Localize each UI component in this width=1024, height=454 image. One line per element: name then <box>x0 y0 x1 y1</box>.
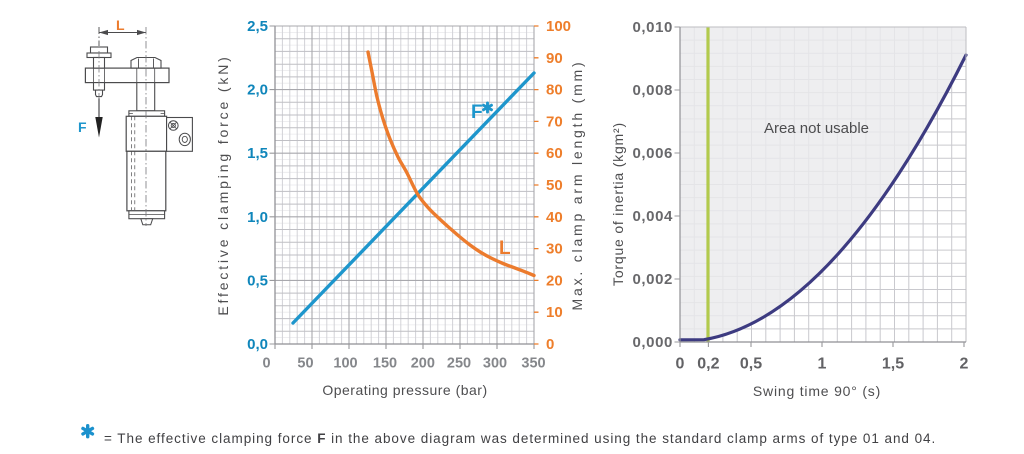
svg-text:F: F <box>471 102 483 123</box>
svg-text:Torque of inertia (kgm²): Torque of inertia (kgm²) <box>610 122 626 286</box>
svg-text:1: 1 <box>818 356 827 373</box>
svg-text:2,5: 2,5 <box>247 18 268 35</box>
svg-text:Area not usable: Area not usable <box>764 120 869 137</box>
svg-text:1,5: 1,5 <box>882 356 904 373</box>
svg-text:50: 50 <box>297 356 313 372</box>
svg-text:30: 30 <box>546 241 563 258</box>
svg-text:L: L <box>116 17 125 33</box>
svg-text:L: L <box>499 238 511 259</box>
svg-text:2: 2 <box>960 356 969 373</box>
svg-text:1,0: 1,0 <box>247 209 268 226</box>
svg-text:Swing time 90° (s): Swing time 90° (s) <box>753 383 881 399</box>
svg-text:F: F <box>78 119 87 135</box>
svg-text:0,002: 0,002 <box>632 271 673 288</box>
svg-text:Max. clamp arm length (mm): Max. clamp arm length (mm) <box>569 60 585 311</box>
svg-text:0: 0 <box>546 336 554 353</box>
svg-text:0,0: 0,0 <box>247 336 268 353</box>
svg-text:100: 100 <box>546 18 571 35</box>
svg-text:0: 0 <box>676 356 685 373</box>
svg-text:350: 350 <box>521 356 545 372</box>
svg-text:100: 100 <box>333 356 357 372</box>
svg-text:0,008: 0,008 <box>632 82 673 99</box>
svg-text:90: 90 <box>546 50 563 67</box>
svg-text:70: 70 <box>546 113 563 130</box>
svg-text:2,0: 2,0 <box>247 82 268 99</box>
svg-text:0: 0 <box>262 356 270 372</box>
svg-text:250: 250 <box>447 356 471 372</box>
svg-text:0,006: 0,006 <box>632 145 673 162</box>
svg-text:40: 40 <box>546 209 563 226</box>
svg-text:= The effective clamping force: = The effective clamping force F in the … <box>104 431 936 446</box>
svg-text:1,5: 1,5 <box>247 145 268 162</box>
svg-text:0,2: 0,2 <box>697 356 719 373</box>
svg-text:150: 150 <box>373 356 397 372</box>
svg-text:60: 60 <box>546 145 563 162</box>
svg-text:20: 20 <box>546 272 563 289</box>
svg-text:80: 80 <box>546 82 563 99</box>
svg-text:0,000: 0,000 <box>632 334 673 351</box>
svg-text:Effective clamping force (kN): Effective clamping force (kN) <box>215 54 231 315</box>
svg-text:0,004: 0,004 <box>632 208 673 225</box>
svg-text:200: 200 <box>411 356 435 372</box>
svg-text:10: 10 <box>546 304 563 321</box>
svg-text:0,010: 0,010 <box>632 19 673 36</box>
svg-text:0,5: 0,5 <box>247 272 268 289</box>
svg-text:300: 300 <box>483 356 507 372</box>
svg-text:0,5: 0,5 <box>740 356 762 373</box>
svg-text:50: 50 <box>546 177 563 194</box>
svg-text:Operating pressure (bar): Operating pressure (bar) <box>322 382 487 398</box>
